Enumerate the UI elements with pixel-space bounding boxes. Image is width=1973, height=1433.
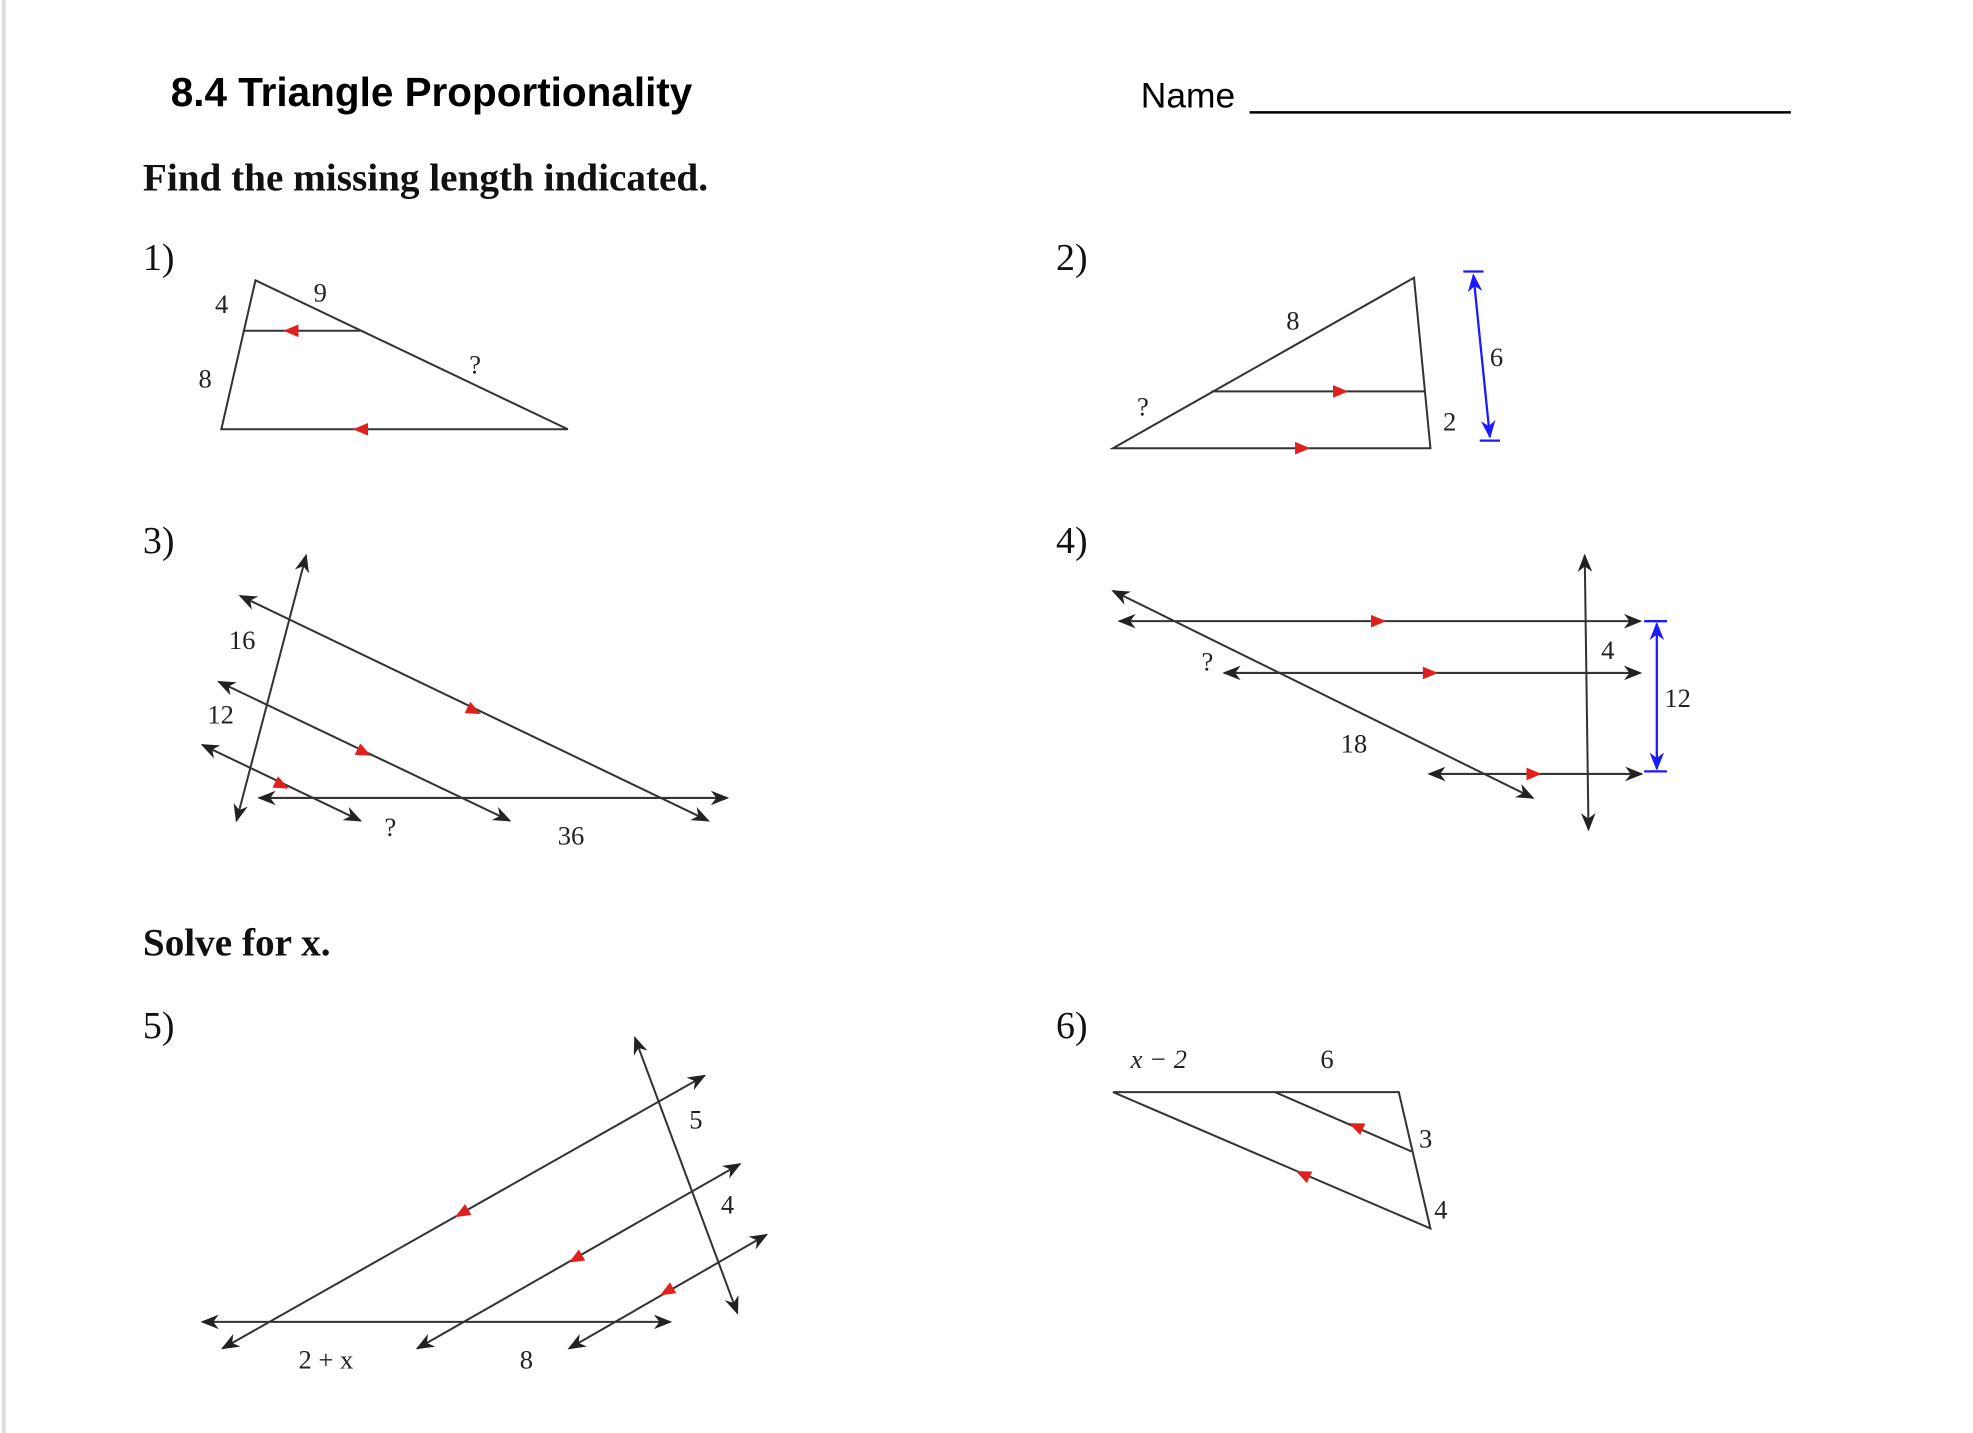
problem-number: 2) [1056,237,1088,279]
problem-5: 5) 5 4 2 + x 8 [143,1005,769,1375]
problem-1: 1) 4 9 8 ? [143,237,569,436]
label: 4 [721,1189,734,1219]
label: 4 [1601,635,1614,665]
label: 18 [1341,729,1368,759]
label: 36 [558,821,585,851]
label: 8 [520,1345,533,1375]
label: 6 [1320,1044,1333,1074]
problem-number: 6) [1056,1005,1088,1047]
problem-2: 2) 8 ? 2 6 [1056,237,1503,455]
label: 16 [229,625,256,655]
label: ? [1202,646,1214,676]
label: 12 [1664,683,1691,713]
label: 3 [1419,1124,1432,1154]
page-title: 8.4 Triangle Proportionality [171,69,693,115]
label: x − 2 [1130,1044,1187,1074]
label: 8 [1286,306,1299,336]
label: 4 [1434,1194,1447,1224]
problem-3: 3) 16 12 ? 36 [143,520,730,851]
problem-4: 4) ? 4 18 12 [1056,520,1691,832]
label: ? [384,812,396,842]
label: 8 [199,364,212,394]
label: 2 [1443,407,1456,437]
label: 2 + x [298,1345,353,1375]
problem-number: 3) [143,520,175,562]
label: 5 [689,1105,702,1135]
label: 9 [314,278,327,308]
name-label: Name [1141,76,1235,115]
problem-number: 5) [143,1005,175,1047]
instruction-find: Find the missing length indicated. [143,157,708,200]
label: 4 [215,289,228,319]
problem-number: 1) [143,237,175,279]
label: ? [469,350,481,380]
problem-number: 4) [1056,520,1088,562]
problem-6: 6) x − 2 6 3 4 [1056,1005,1447,1231]
label: 6 [1490,342,1503,372]
label: 12 [207,699,234,729]
label: ? [1137,391,1149,421]
instruction-solve: Solve for x. [143,922,331,965]
